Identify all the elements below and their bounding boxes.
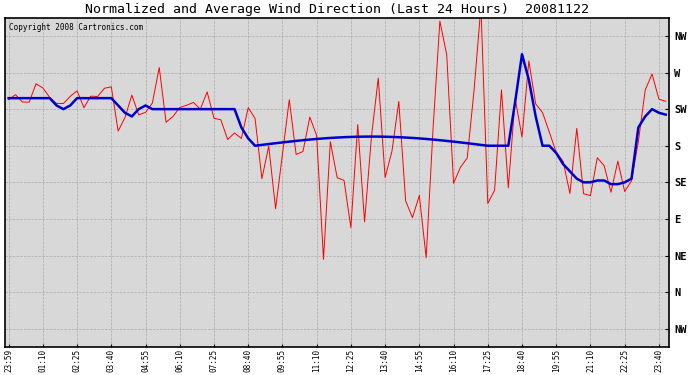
Text: Copyright 2008 Cartronics.com: Copyright 2008 Cartronics.com: [8, 22, 143, 32]
Title: Normalized and Average Wind Direction (Last 24 Hours)  20081122: Normalized and Average Wind Direction (L…: [85, 3, 589, 16]
